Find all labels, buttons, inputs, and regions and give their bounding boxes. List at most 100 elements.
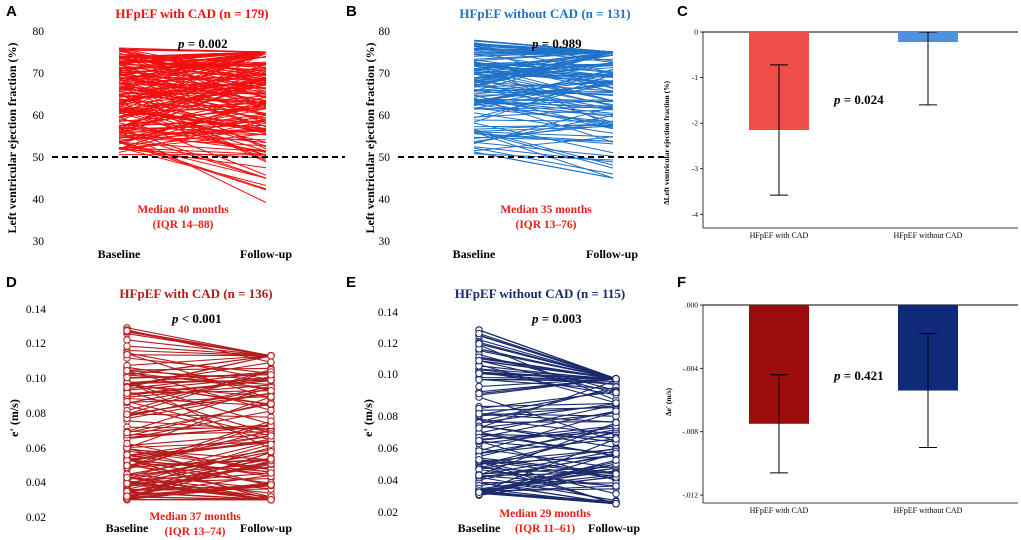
panel-c-ytick-label: 0 bbox=[694, 28, 698, 37]
panel-b-p-value: p = 0.989 bbox=[531, 36, 582, 51]
panel-d-ytick-008: 0.08 bbox=[26, 408, 46, 420]
panel-a-patient-line bbox=[118, 51, 267, 61]
panel-d-patient-baseline-point bbox=[123, 336, 131, 344]
panel-d-patient-line bbox=[126, 435, 272, 461]
panel-d-patient-followup-point bbox=[267, 387, 275, 395]
panel-a-patient-line bbox=[118, 51, 267, 84]
panel-a-patient-line bbox=[118, 140, 267, 190]
panel-d-patient-followup-point bbox=[267, 440, 275, 448]
panel-e-patient-line bbox=[478, 459, 617, 475]
panel-d-ytick-012: 0.12 bbox=[26, 338, 46, 350]
panel-b-patient-line bbox=[473, 64, 614, 102]
panel-b-patient-line bbox=[473, 115, 614, 144]
panel-f-p-text: = 0.421 bbox=[841, 368, 884, 383]
panel-d-p-text: < 0.001 bbox=[179, 311, 222, 326]
panel-d-patient-line bbox=[126, 460, 272, 499]
panel-e-ytick-002: 0.02 bbox=[378, 507, 398, 519]
panel-d-ytick-006: 0.06 bbox=[26, 443, 46, 455]
panel-e-patient-line bbox=[478, 475, 617, 487]
panel-a-patient-line bbox=[118, 66, 267, 88]
panel-a-patient-line bbox=[118, 49, 267, 53]
panel-b-patient-line bbox=[473, 64, 614, 83]
panel-d-patient-followup-point bbox=[267, 393, 275, 401]
panel-d-patient-line bbox=[126, 454, 272, 477]
panel-b-patient-line bbox=[473, 151, 614, 179]
panel-a-patient-line bbox=[118, 120, 267, 153]
panel-d-patient-line bbox=[126, 459, 272, 475]
panel-a-patient-line bbox=[118, 73, 267, 131]
panel-b-xtick-baseline: Baseline bbox=[453, 247, 496, 261]
panel-a-patient-line bbox=[118, 51, 267, 89]
panel-e-patient-line bbox=[478, 460, 617, 479]
panel-a-series-lines bbox=[118, 47, 267, 203]
panel-a-note-iqr: (IQR 14–88) bbox=[152, 219, 213, 231]
panel-e-patient-line bbox=[478, 391, 617, 410]
panel-e-patient-followup-point bbox=[612, 399, 620, 407]
panel-e-patient-followup-point bbox=[612, 418, 620, 427]
panel-b-note-median: Median 35 months bbox=[500, 204, 592, 216]
panel-b-p-symbol: p bbox=[531, 36, 539, 51]
panel-a-patient-line bbox=[118, 120, 267, 132]
panel-b-patient-line bbox=[473, 119, 614, 122]
panel-a-xtick-followup: Follow-up bbox=[240, 247, 292, 261]
panel-f-axes: -.012 -.008 -.004 .000 bbox=[682, 301, 1018, 504]
panel-c-bars bbox=[749, 31, 958, 196]
panel-d-patient-line bbox=[126, 366, 272, 390]
panel-e-patient-line bbox=[478, 332, 617, 380]
panel-e-patient-line bbox=[478, 411, 617, 452]
panel-d-patient-line bbox=[126, 431, 272, 436]
panel-e-patient-baseline-point bbox=[475, 471, 483, 479]
panel-b-patient-line bbox=[473, 65, 614, 71]
panel-d-patient-followup-point bbox=[267, 448, 275, 456]
panel-b-patient-line bbox=[473, 65, 614, 78]
panel-d-patient-line bbox=[126, 435, 272, 456]
panel-e-patient-baseline-point bbox=[475, 488, 483, 496]
panel-d-patient-line bbox=[126, 390, 272, 394]
panel-e-patient-baseline-point bbox=[475, 329, 483, 338]
panel-b-ytick-30: 30 bbox=[379, 236, 391, 248]
panel-b-patient-line bbox=[473, 136, 614, 152]
panel-d-patient-baseline-point bbox=[123, 342, 131, 350]
panel-a-patient-line bbox=[118, 86, 267, 114]
panel-e-title: HFpEF without CAD (n = 115) bbox=[455, 286, 626, 301]
panel-e-patient-line bbox=[478, 356, 617, 380]
panel-letter-e: E bbox=[346, 274, 356, 291]
panel-d-patient-baseline-point bbox=[123, 492, 131, 500]
panel-e-patient-line bbox=[478, 348, 617, 380]
panel-b-patient-line bbox=[473, 72, 614, 78]
panel-b-patient-line bbox=[473, 97, 614, 143]
panel-e-patient-line bbox=[478, 471, 617, 477]
panel-d-patient-followup-point bbox=[267, 432, 275, 440]
panel-e-ytick-012: 0.12 bbox=[378, 338, 398, 350]
panel-e-patient-line bbox=[478, 421, 617, 423]
panel-e-patient-line bbox=[478, 379, 617, 429]
panel-a-patient-line bbox=[118, 50, 267, 75]
panel-a-patient-line bbox=[118, 69, 267, 98]
panel-b-ytick-60: 60 bbox=[379, 110, 391, 122]
panel-b-patient-line bbox=[473, 98, 614, 101]
panel-e-patient-line bbox=[478, 343, 617, 380]
panel-d-patient-line bbox=[126, 433, 272, 447]
panel-a-patient-line bbox=[118, 98, 267, 119]
panel-e-patient-line bbox=[478, 424, 617, 458]
panel-e-patient-baseline-point bbox=[475, 340, 483, 348]
panel-e-patient-line bbox=[478, 425, 617, 443]
panel-d-patient-baseline-point bbox=[123, 410, 131, 418]
panel-b-patient-line bbox=[473, 99, 614, 110]
panel-e-patient-line bbox=[478, 360, 617, 380]
panel-e-patient-line bbox=[478, 410, 617, 438]
panel-d-patient-followup-point bbox=[267, 352, 275, 360]
panel-d-patient-line bbox=[126, 458, 272, 484]
panel-e-patient-baseline-point bbox=[475, 369, 483, 377]
panel-f: F -.012 -.008 -.004 .000 Δe' (m/s) p = 0.42… bbox=[664, 274, 1018, 515]
panel-e: E HFpEF without CAD (n = 115) 0.02 0.04 … bbox=[346, 274, 640, 535]
panel-d-patient-line bbox=[126, 477, 272, 501]
panel-d-patient-baseline-point bbox=[123, 383, 131, 392]
panel-b-patient-line bbox=[473, 52, 614, 71]
panel-d-xtick-followup: Follow-up bbox=[240, 521, 292, 535]
panel-e-patient-baseline-point bbox=[475, 456, 483, 464]
panel-f-ytick-label: -.008 bbox=[682, 427, 698, 436]
panel-f-p-value: p = 0.421 bbox=[833, 368, 884, 383]
panel-b: B HFpEF without CAD (n = 131) 30 40 50 6… bbox=[346, 3, 664, 261]
panel-d-patient-line bbox=[126, 367, 272, 371]
